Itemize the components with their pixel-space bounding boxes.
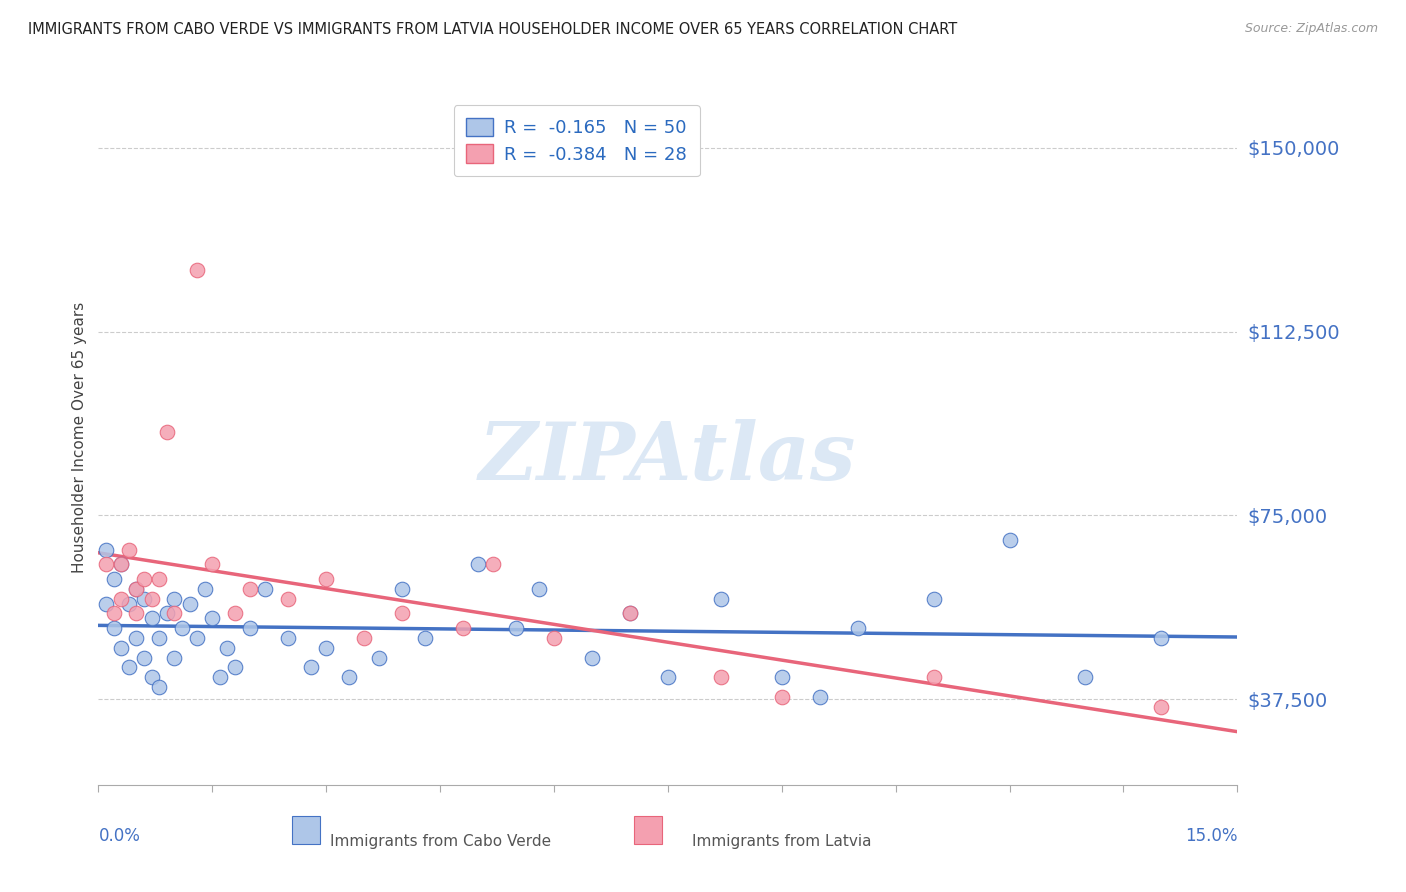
Point — [141, 611, 163, 625]
Point — [581, 650, 603, 665]
Point — [110, 558, 132, 572]
Point — [163, 607, 186, 621]
Point — [132, 650, 155, 665]
Point — [132, 572, 155, 586]
Text: Immigrants from Latvia: Immigrants from Latvia — [692, 834, 872, 848]
Point — [103, 607, 125, 621]
Text: ZIPAtlas: ZIPAtlas — [479, 419, 856, 497]
Point — [118, 597, 141, 611]
Point — [353, 631, 375, 645]
FancyBboxPatch shape — [634, 816, 662, 844]
Point — [118, 542, 141, 557]
Point — [163, 650, 186, 665]
Point — [110, 558, 132, 572]
Text: 0.0%: 0.0% — [98, 827, 141, 845]
Point — [239, 582, 262, 596]
Point — [170, 621, 193, 635]
Point — [413, 631, 436, 645]
Point — [527, 582, 550, 596]
Text: Immigrants from Cabo Verde: Immigrants from Cabo Verde — [329, 834, 551, 848]
Point — [299, 660, 322, 674]
Point — [770, 690, 793, 704]
Point — [94, 542, 117, 557]
Text: Source: ZipAtlas.com: Source: ZipAtlas.com — [1244, 22, 1378, 36]
Point — [315, 640, 337, 655]
Point — [103, 572, 125, 586]
Point — [186, 631, 208, 645]
Point — [194, 582, 217, 596]
Point — [186, 263, 208, 277]
Point — [505, 621, 527, 635]
Point — [224, 607, 246, 621]
Point — [141, 591, 163, 606]
FancyBboxPatch shape — [292, 816, 321, 844]
Point — [451, 621, 474, 635]
Point — [277, 631, 299, 645]
Point — [148, 680, 170, 694]
Point — [1150, 699, 1173, 714]
Point — [337, 670, 360, 684]
Point — [543, 631, 565, 645]
Point — [156, 607, 179, 621]
Point — [1074, 670, 1097, 684]
Legend: R =  -0.165   N = 50, R =  -0.384   N = 28: R = -0.165 N = 50, R = -0.384 N = 28 — [454, 105, 700, 177]
Point — [110, 591, 132, 606]
Point — [94, 597, 117, 611]
Point — [808, 690, 831, 704]
Point — [141, 670, 163, 684]
Point — [922, 591, 945, 606]
Point — [125, 582, 148, 596]
Point — [277, 591, 299, 606]
Point — [391, 607, 413, 621]
Point — [467, 558, 489, 572]
Point — [110, 640, 132, 655]
Point — [391, 582, 413, 596]
Point — [315, 572, 337, 586]
Point — [201, 611, 224, 625]
Point — [998, 533, 1021, 547]
Y-axis label: Householder Income Over 65 years: Householder Income Over 65 years — [72, 301, 87, 573]
Point — [922, 670, 945, 684]
Point — [125, 631, 148, 645]
Point — [482, 558, 505, 572]
Point — [619, 607, 641, 621]
Point — [239, 621, 262, 635]
Point — [201, 558, 224, 572]
Point — [217, 640, 239, 655]
Point — [163, 591, 186, 606]
Point — [118, 660, 141, 674]
Point — [710, 670, 733, 684]
Point — [103, 621, 125, 635]
Point — [148, 572, 170, 586]
Text: IMMIGRANTS FROM CABO VERDE VS IMMIGRANTS FROM LATVIA HOUSEHOLDER INCOME OVER 65 : IMMIGRANTS FROM CABO VERDE VS IMMIGRANTS… — [28, 22, 957, 37]
Point — [224, 660, 246, 674]
Point — [1150, 631, 1173, 645]
Point — [179, 597, 201, 611]
Point — [619, 607, 641, 621]
Text: 15.0%: 15.0% — [1185, 827, 1237, 845]
Point — [254, 582, 277, 596]
Point — [846, 621, 869, 635]
Point — [156, 425, 179, 440]
Point — [770, 670, 793, 684]
Point — [94, 558, 117, 572]
Point — [368, 650, 391, 665]
Point — [657, 670, 679, 684]
Point — [132, 591, 155, 606]
Point — [125, 582, 148, 596]
Point — [148, 631, 170, 645]
Point — [125, 607, 148, 621]
Point — [208, 670, 231, 684]
Point — [710, 591, 733, 606]
